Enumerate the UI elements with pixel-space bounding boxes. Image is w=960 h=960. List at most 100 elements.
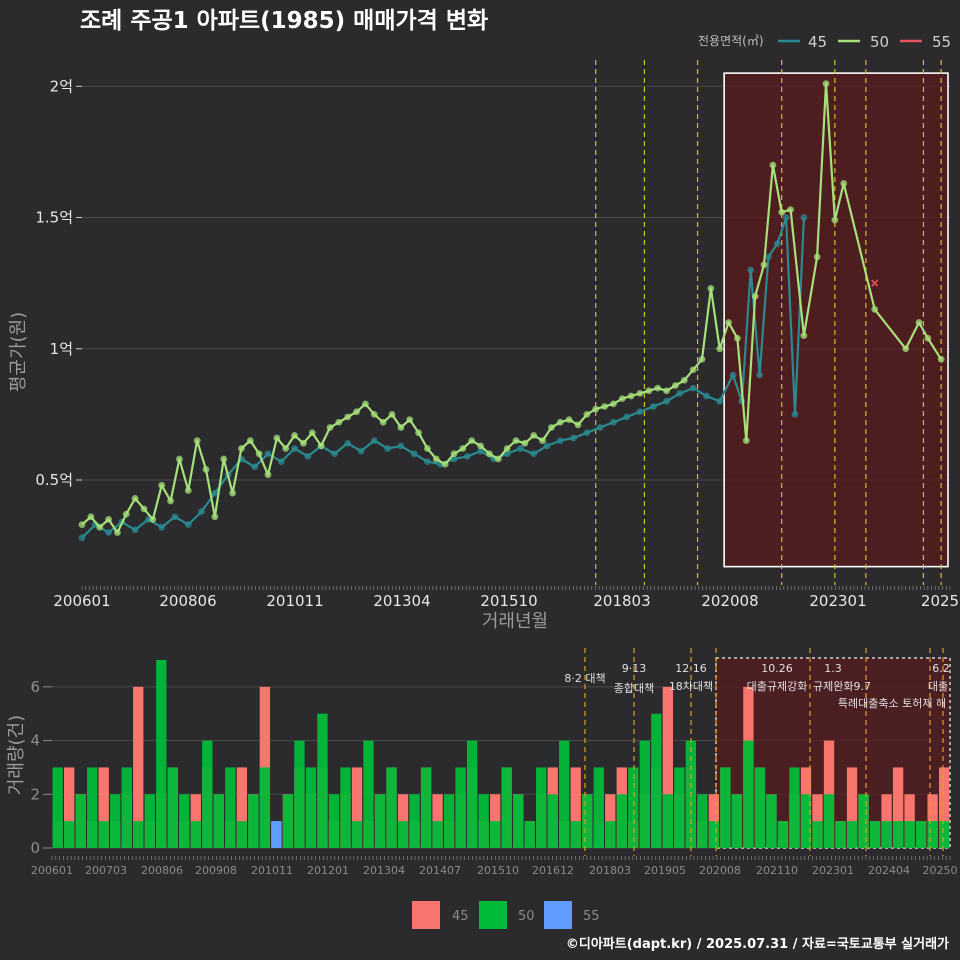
price-x-tick-label: 202008 <box>701 592 758 610</box>
price-point-50 <box>317 442 325 450</box>
policy-label-1-3-date: 1.3 <box>824 662 842 675</box>
price-point-50 <box>424 445 431 452</box>
volume-bar-50 <box>328 794 340 848</box>
volume-x-tick-label: 201905 <box>644 864 686 877</box>
price-point-50 <box>734 334 741 342</box>
price-point-50 <box>96 523 104 531</box>
price-point-45 <box>410 450 418 458</box>
volume-bar-45 <box>938 767 950 848</box>
price-point-45 <box>623 413 631 421</box>
price-point-45 <box>747 266 755 274</box>
price-point-45 <box>570 434 577 442</box>
chart-title: 조례 주공1 아파트(1985) 매매가격 변화 <box>80 8 488 34</box>
price-point-50 <box>716 345 724 353</box>
volume-x-tick-label: 202110 <box>756 864 798 877</box>
price-x-ticks: 200601 200806 201011 201304 201510 201803 2020… <box>53 586 959 610</box>
price-point-45 <box>800 214 808 221</box>
price-point-45 <box>543 442 551 450</box>
price-x-tick-label: 201803 <box>593 592 650 610</box>
volume-x-tick-label: 201011 <box>251 864 293 877</box>
legend-label-50: 50 <box>870 33 889 51</box>
volume-bar-50 <box>363 740 374 848</box>
price-point-50 <box>149 515 157 523</box>
volume-x-tick-label: 201201 <box>307 864 349 877</box>
price-point-50 <box>78 521 86 529</box>
volume-bar-50 <box>915 821 927 848</box>
volume-bar-50 <box>662 794 673 848</box>
price-point-50 <box>539 437 546 445</box>
line-legend: 전용면적(㎡) 45 50 55 <box>698 33 951 51</box>
price-point-50 <box>486 450 493 458</box>
volume-bar-45 <box>605 794 616 848</box>
price-chart: 0.5억 1억 1.5억 2억 200601 200806 201011 201304 201… <box>35 60 959 610</box>
price-point-50 <box>556 418 564 426</box>
price-point-50 <box>238 445 245 452</box>
price-x-tick-label: 201304 <box>373 592 430 610</box>
price-point-50 <box>264 471 272 479</box>
price-point-45 <box>773 240 781 248</box>
volume-bar-50 <box>869 821 881 848</box>
volume-bar-50 <box>651 713 662 848</box>
price-point-50 <box>388 410 396 418</box>
volume-bar-50 <box>582 794 593 848</box>
price-x-tick-label: 200601 <box>53 592 110 610</box>
bar-legend-swatch-50 <box>479 901 507 929</box>
legend-title: 전용면적(㎡) <box>698 34 764 48</box>
volume-bar-50 <box>501 767 512 848</box>
volume-bar-50 <box>133 821 144 848</box>
price-point-50 <box>521 439 529 447</box>
price-point-50 <box>902 345 910 353</box>
price-point-50 <box>184 487 192 494</box>
volume-bar-45 <box>708 794 720 848</box>
price-point-50 <box>450 450 458 458</box>
policy-label-10-26-date: 10.26 <box>761 662 793 675</box>
price-point-45 <box>78 534 86 542</box>
price-point-45 <box>689 384 697 392</box>
bar-legend: 45 50 55 <box>412 901 600 929</box>
volume-bar-50 <box>697 794 708 848</box>
volume-bar-50 <box>513 794 524 848</box>
price-point-45 <box>184 521 192 529</box>
price-point-50 <box>512 437 520 445</box>
price-point-45 <box>424 458 431 466</box>
volume-bar-50 <box>190 821 201 848</box>
volume-bar-50 <box>156 660 167 848</box>
volume-bar-50 <box>432 821 443 848</box>
price-point-50 <box>344 413 352 421</box>
price-point-50 <box>663 387 670 395</box>
volume-y-tick-label: 4 <box>30 732 40 750</box>
price-point-50 <box>300 439 307 447</box>
volume-bar-45 <box>881 794 892 848</box>
volume-bar-50 <box>777 821 789 848</box>
price-point-45 <box>198 508 205 515</box>
price-point-45 <box>596 424 604 431</box>
price-point-50 <box>335 418 343 426</box>
volume-x-tick-label: 202301 <box>812 864 854 877</box>
price-point-45 <box>291 445 298 452</box>
price-point-45 <box>277 458 285 466</box>
price-point-45 <box>649 403 657 410</box>
price-point-50 <box>459 445 467 452</box>
policy-label-9-7-name: 특례대출축소 토허제 해 <box>838 696 946 710</box>
volume-x-tick-label: 200806 <box>141 864 183 877</box>
volume-x-tick-label: 200703 <box>85 864 127 877</box>
price-point-50 <box>220 455 228 463</box>
price-point-50 <box>924 334 932 342</box>
price-point-50 <box>742 437 750 445</box>
policy-label-10-26-name: 대출규제강화 <box>747 680 808 693</box>
volume-bar-50 <box>351 821 363 848</box>
price-point-50 <box>308 429 316 437</box>
bar-legend-swatch-55 <box>544 901 572 929</box>
volume-x-tick-label: 200601 <box>31 864 73 877</box>
price-point-50 <box>548 424 555 431</box>
price-point-45 <box>791 410 799 418</box>
price-point-45 <box>397 442 405 450</box>
price-point-50 <box>565 416 573 424</box>
volume-bar-50 <box>75 794 86 848</box>
price-point-50 <box>406 416 414 424</box>
volume-x-tick-label: 202008 <box>699 864 741 877</box>
volume-bar-45 <box>190 794 201 848</box>
volume-bar-45 <box>397 794 409 848</box>
price-point-45 <box>131 526 139 534</box>
bar-legend-label-55: 55 <box>583 909 600 924</box>
